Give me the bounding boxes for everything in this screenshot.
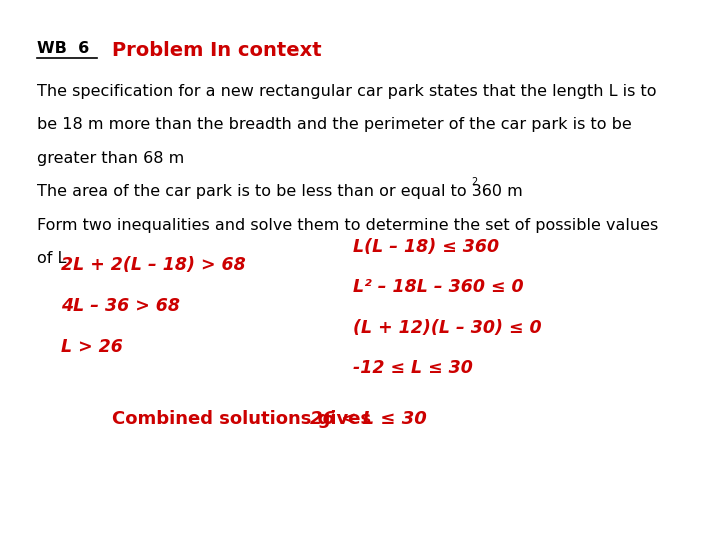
Text: WB  6: WB 6 [37,41,90,56]
Text: Combined solutions gives: Combined solutions gives [112,410,371,428]
Text: greater than 68 m: greater than 68 m [37,151,185,166]
Text: The area of the car park is to be less than or equal to 360 m: The area of the car park is to be less t… [37,184,523,199]
Text: L > 26: L > 26 [61,338,123,355]
Text: 2L + 2(L – 18) > 68: 2L + 2(L – 18) > 68 [61,256,246,274]
Text: Form two inequalities and solve them to determine the set of possible values: Form two inequalities and solve them to … [37,218,659,233]
Text: -12 ≤ L ≤ 30: -12 ≤ L ≤ 30 [353,359,472,377]
Text: L² – 18L – 360 ≤ 0: L² – 18L – 360 ≤ 0 [353,278,523,296]
Text: 4L – 36 > 68: 4L – 36 > 68 [61,297,180,315]
Text: 2: 2 [471,177,477,187]
Text: be 18 m more than the breadth and the perimeter of the car park is to be: be 18 m more than the breadth and the pe… [37,117,632,132]
Text: of L: of L [37,251,67,266]
Text: (L + 12)(L – 30) ≤ 0: (L + 12)(L – 30) ≤ 0 [353,319,541,336]
Text: 26 < L ≤ 30: 26 < L ≤ 30 [310,410,426,428]
Text: L(L – 18) ≤ 360: L(L – 18) ≤ 360 [353,238,499,255]
Text: The specification for a new rectangular car park states that the length L is to: The specification for a new rectangular … [37,84,657,99]
Text: Problem In context: Problem In context [112,41,321,60]
